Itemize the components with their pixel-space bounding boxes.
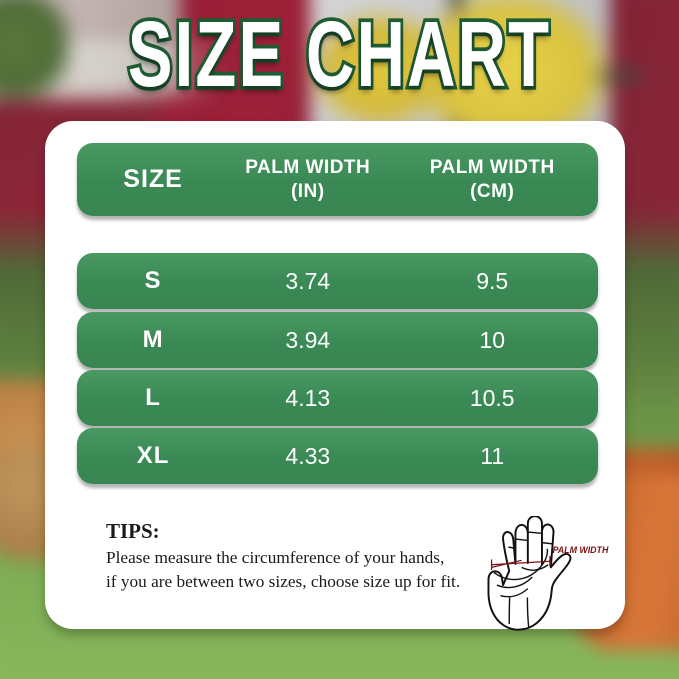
svg-text:PALM WIDTH: PALM WIDTH xyxy=(553,545,609,555)
